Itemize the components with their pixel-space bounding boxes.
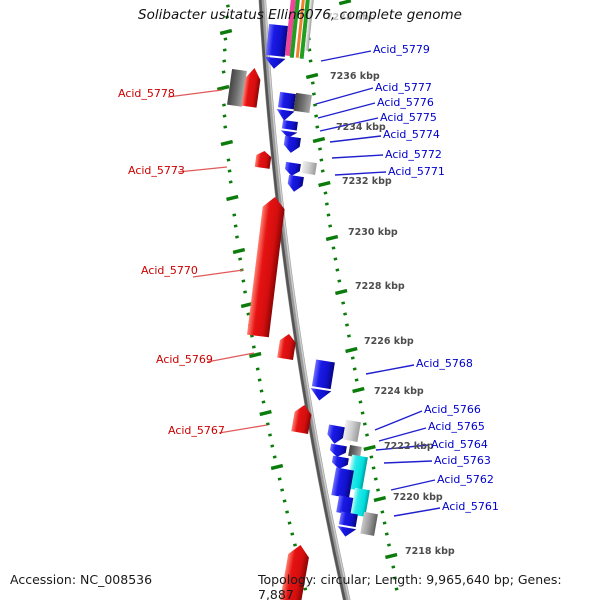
gene-label-acid_5779[interactable]: Acid_5779 — [373, 43, 430, 56]
tick-mark-arcs — [216, 0, 399, 591]
gene-label-acid_5765[interactable]: Acid_5765 — [428, 420, 485, 433]
gene-label-acid_5761[interactable]: Acid_5761 — [442, 500, 499, 513]
gene-label-acid_5770[interactable]: Acid_5770 — [141, 264, 198, 277]
leader-lines — [167, 50, 441, 517]
genome-backbone — [258, 0, 351, 600]
kbp-tick-label: 7238 kbp — [326, 12, 376, 23]
gene-label-acid_5764[interactable]: Acid_5764 — [431, 438, 488, 451]
gene-label-acid_5776[interactable]: Acid_5776 — [377, 96, 434, 109]
gene-label-acid_5775[interactable]: Acid_5775 — [380, 111, 437, 124]
gene-label-acid_5763[interactable]: Acid_5763 — [434, 454, 491, 467]
gene-label-acid_5772[interactable]: Acid_5772 — [385, 148, 442, 161]
gene-label-acid_5778[interactable]: Acid_5778 — [118, 87, 175, 100]
gene-label-acid_5762[interactable]: Acid_5762 — [437, 473, 494, 486]
gene-label-acid_5766[interactable]: Acid_5766 — [424, 403, 481, 416]
gene-label-acid_5774[interactable]: Acid_5774 — [383, 128, 440, 141]
page-title: Solibacter usitatus Ellin6076, complete … — [138, 7, 462, 23]
kbp-tick-label: 7234 kbp — [336, 122, 386, 133]
gene-label-acid_5773[interactable]: Acid_5773 — [128, 164, 185, 177]
genome-summary-text: Topology: circular; Length: 9,965,640 bp… — [258, 572, 562, 600]
gene-label-acid_5767[interactable]: Acid_5767 — [168, 424, 225, 437]
kbp-tick-label: 7224 kbp — [374, 386, 424, 397]
kbp-tick-label: 7228 kbp — [355, 281, 405, 292]
kbp-tick-label: 7222 kbp — [384, 441, 434, 452]
kbp-tick-label: 7236 kbp — [330, 71, 380, 82]
kbp-tick-label: 7232 kbp — [342, 176, 392, 187]
gene-feature-glyphs[interactable] — [227, 0, 378, 600]
kbp-tick-label: 7218 kbp — [405, 546, 455, 557]
gene-label-acid_5771[interactable]: Acid_5771 — [388, 165, 445, 178]
gene-label-acid_5768[interactable]: Acid_5768 — [416, 357, 473, 370]
accession-text: Accession: NC_008536 — [10, 572, 153, 587]
kbp-tick-label: 7220 kbp — [393, 492, 443, 503]
kbp-tick-label: 7226 kbp — [364, 336, 414, 347]
gene-label-acid_5769[interactable]: Acid_5769 — [156, 353, 213, 366]
kbp-tick-label: 7230 kbp — [348, 227, 398, 238]
gene-label-acid_5777[interactable]: Acid_5777 — [375, 81, 432, 94]
